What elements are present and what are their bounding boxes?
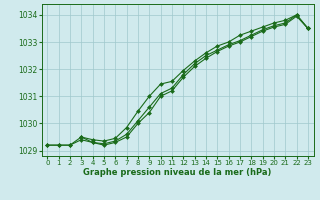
- X-axis label: Graphe pression niveau de la mer (hPa): Graphe pression niveau de la mer (hPa): [84, 168, 272, 177]
